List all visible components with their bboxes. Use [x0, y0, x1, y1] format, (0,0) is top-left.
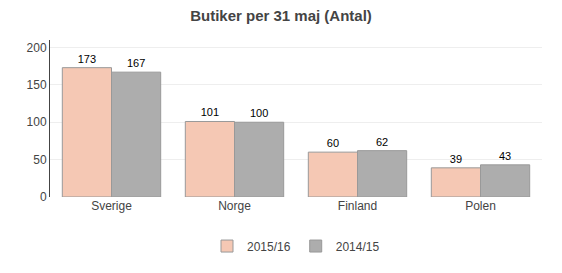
svg-text:Butiker per 31 maj (Antal): Butiker per 31 maj (Antal) [190, 7, 372, 24]
svg-text:173: 173 [78, 53, 96, 65]
svg-text:167: 167 [127, 57, 145, 69]
svg-text:39: 39 [450, 153, 462, 165]
svg-text:Finland: Finland [338, 199, 377, 213]
svg-text:50: 50 [33, 153, 47, 167]
svg-text:Sverige: Sverige [91, 199, 132, 213]
svg-text:62: 62 [376, 136, 388, 148]
svg-text:Norge: Norge [218, 199, 251, 213]
svg-text:100: 100 [250, 107, 268, 119]
svg-text:43: 43 [499, 150, 511, 162]
svg-text:Polen: Polen [465, 199, 496, 213]
svg-text:2014/15: 2014/15 [336, 240, 380, 254]
svg-text:100: 100 [27, 115, 47, 129]
svg-text:60: 60 [327, 137, 339, 149]
svg-text:150: 150 [27, 78, 47, 92]
svg-text:200: 200 [27, 41, 47, 55]
svg-text:2015/16: 2015/16 [247, 240, 291, 254]
svg-text:0: 0 [40, 190, 47, 204]
svg-text:101: 101 [201, 106, 219, 118]
